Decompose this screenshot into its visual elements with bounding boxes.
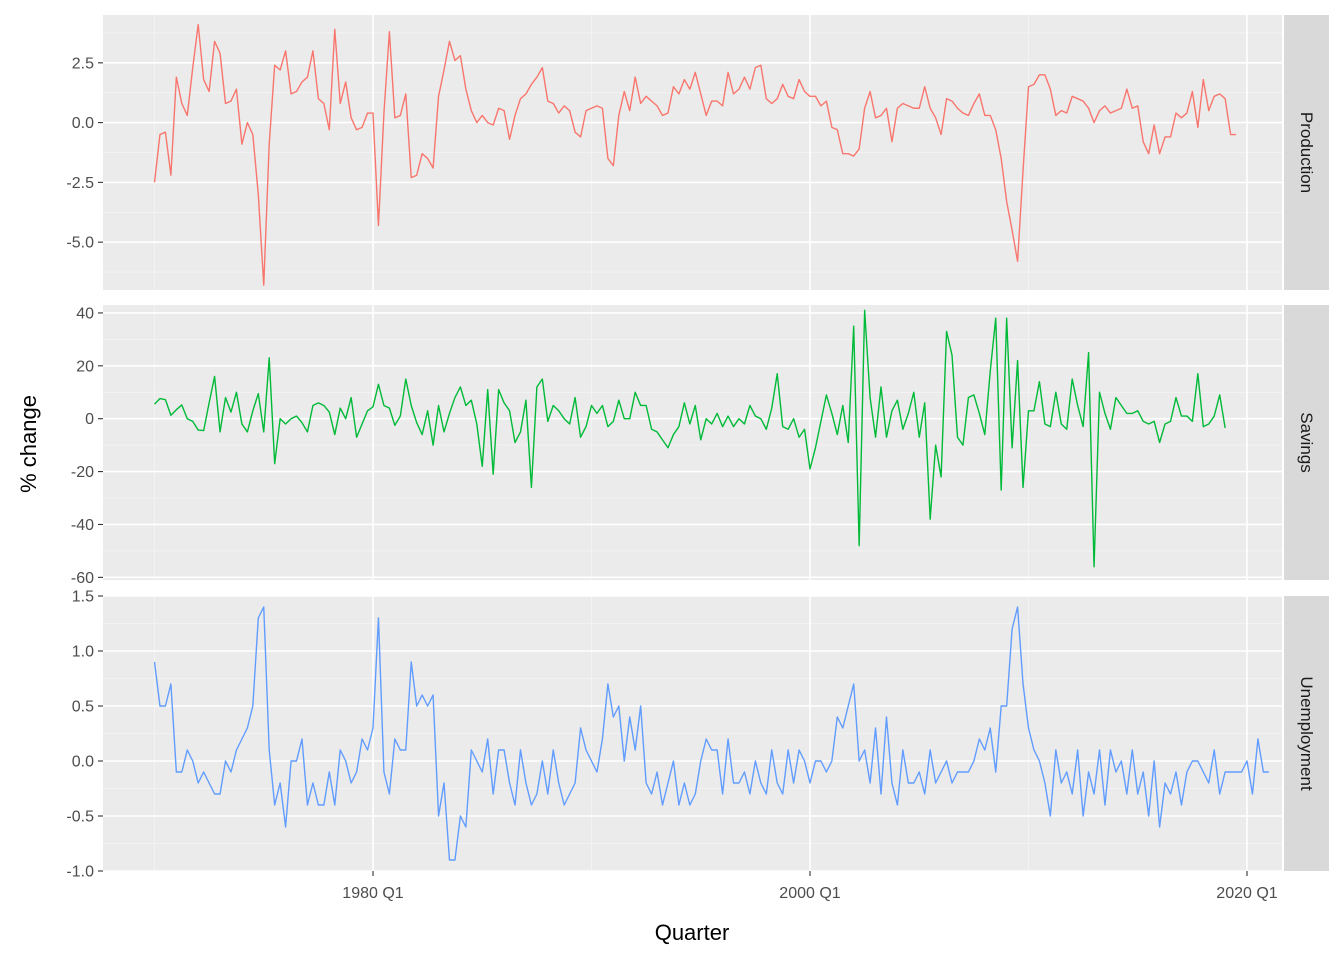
y-tick-label: 0 xyxy=(85,411,94,428)
facet-strip-label: Production xyxy=(1297,112,1316,193)
y-tick-label: 20 xyxy=(76,358,94,375)
facet-strip xyxy=(1284,15,1329,290)
y-tick-label: 2.5 xyxy=(72,55,94,72)
y-tick-label: 40 xyxy=(76,305,94,322)
x-axis-title: Quarter xyxy=(655,920,730,945)
facet-strip xyxy=(1284,305,1329,580)
series-line-savings xyxy=(154,309,1226,568)
y-tick-label: 1.0 xyxy=(72,644,94,661)
y-tick-label: -2.5 xyxy=(66,175,94,192)
panel-unemployment: -1.0 -0.5 0.0 0.5 1.0 1.5 Unemployment xyxy=(66,589,1329,881)
y-tick-label: -1.0 xyxy=(66,864,94,881)
y-tick-label: 0.0 xyxy=(72,754,94,771)
y-axis-title: % change xyxy=(16,395,41,493)
panel-background xyxy=(103,305,1282,580)
y-tick-label: 1.5 xyxy=(72,589,94,606)
y-tick-label: -40 xyxy=(71,517,94,534)
facet-strip xyxy=(1284,596,1329,871)
panel-production: -5.0 -2.5 0.0 2.5 Production xyxy=(66,15,1329,290)
series-line-production xyxy=(153,23,1237,286)
y-tick-label: -60 xyxy=(71,570,94,587)
x-tick-label: 1980 Q1 xyxy=(342,885,403,902)
y-tick-label: 0.0 xyxy=(72,115,94,132)
y-tick-label: -0.5 xyxy=(66,809,94,826)
facet-strip-label: Savings xyxy=(1297,412,1316,472)
x-tick-label: 2020 Q1 xyxy=(1216,885,1277,902)
facet-strip-label: Unemployment xyxy=(1297,676,1316,791)
y-tick-label: -5.0 xyxy=(66,235,94,252)
y-tick-label: 0.5 xyxy=(72,699,94,716)
panel-savings: -60 -40 -20 0 20 40 Savings xyxy=(71,305,1329,587)
series-line-unemployment xyxy=(153,606,1269,861)
x-tick-label: 2000 Q1 xyxy=(779,885,840,902)
y-tick-label: -20 xyxy=(71,464,94,481)
